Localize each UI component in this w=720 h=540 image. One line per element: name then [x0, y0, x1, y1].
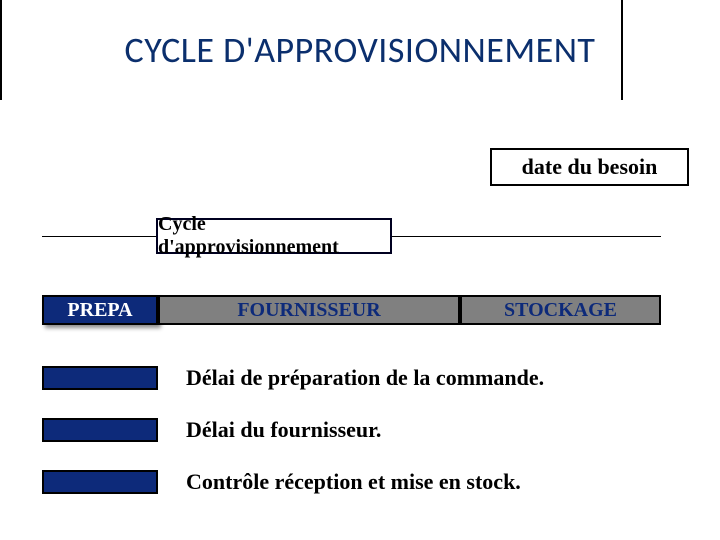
legend-swatch-prepa [42, 366, 158, 390]
slide: CYCLE D'APPROVISIONNEMENT date du besoin… [0, 0, 720, 540]
phase-fournisseur-label: FOURNISSEUR [237, 299, 380, 322]
phase-stockage: STOCKAGE [460, 295, 661, 325]
phase-fournisseur: FOURNISSEUR [158, 295, 460, 325]
cycle-label-box: Cycle d'approvisionnement [156, 218, 392, 254]
legend-text-stockage: Contrôle réception et mise en stock. [186, 469, 521, 495]
timeline-span-line-left [42, 236, 156, 237]
phase-prepa-label: PREPA [67, 299, 132, 322]
legend-text-fournisseur: Délai du fournisseur. [186, 417, 381, 443]
timeline-span-line-right [392, 236, 661, 237]
legend-swatch-fournisseur [42, 418, 158, 442]
legend-swatch-stockage [42, 470, 158, 494]
legend-text-prepa: Délai de préparation de la commande. [186, 365, 544, 391]
page-title: CYCLE D'APPROVISIONNEMENT [0, 28, 720, 72]
date-need-box: date du besoin [490, 148, 689, 186]
phase-prepa: PREPA [42, 295, 158, 325]
phase-stockage-label: STOCKAGE [504, 299, 617, 322]
